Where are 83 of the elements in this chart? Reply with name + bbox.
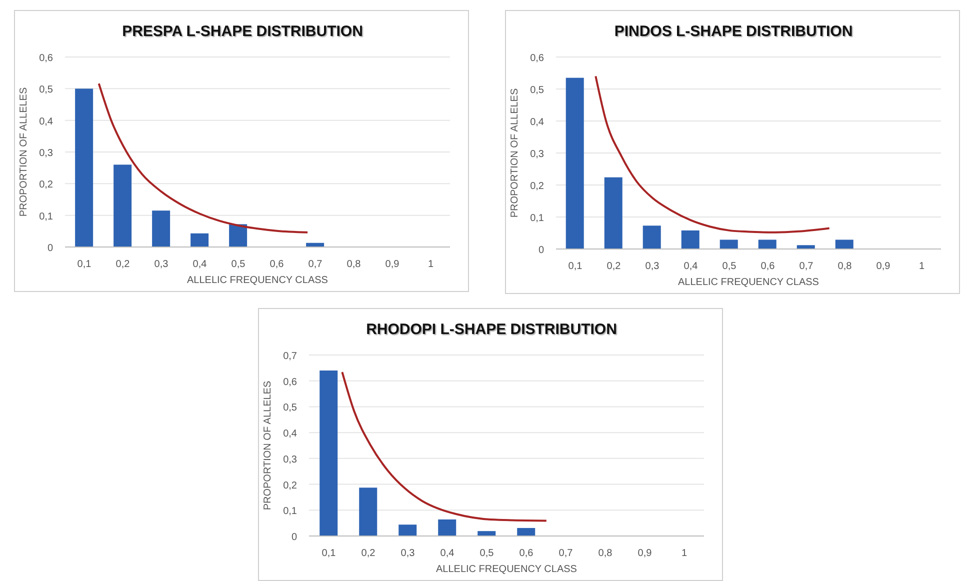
chart-title: PINDOS L-SHAPE DISTRIBUTION <box>613 23 854 40</box>
bar <box>517 528 536 536</box>
bar <box>75 88 94 247</box>
bar <box>642 226 661 249</box>
y-tick-label: 0,5 <box>283 402 298 414</box>
y-tick-label: 0,6 <box>39 53 54 64</box>
bar <box>114 164 132 247</box>
y-tick-label: 0,1 <box>530 213 544 224</box>
y-tick-label: 0,1 <box>39 211 54 222</box>
bar <box>152 210 170 247</box>
x-tick-label: 0,5 <box>231 259 246 270</box>
bar <box>720 240 738 249</box>
bar <box>229 224 248 247</box>
x-tick-label: 0,1 <box>568 261 583 272</box>
y-tick-label: 0,7 <box>283 351 298 362</box>
y-axis-title: PROPORTION OF ALLELES <box>510 88 521 218</box>
x-tick-label: 0,6 <box>760 261 776 272</box>
y-tick-label: 0,3 <box>530 149 544 160</box>
x-tick-label: 0,7 <box>558 548 574 559</box>
y-tick-label: 0,1 <box>283 506 298 518</box>
x-tick-label: 0,1 <box>77 259 92 270</box>
y-tick-label: 0,2 <box>283 480 298 492</box>
x-tick-label: 0,9 <box>876 261 891 272</box>
x-tick-label: 0,2 <box>361 548 376 559</box>
bar <box>566 78 584 249</box>
x-tick-label: 0,8 <box>598 548 613 559</box>
x-tick-label: 0,6 <box>270 259 284 270</box>
y-axis-title: PROPORTION OF ALLELES <box>18 87 30 217</box>
line-series <box>341 371 548 522</box>
bar <box>796 245 815 249</box>
y-tick-label: 0,3 <box>283 454 298 466</box>
x-tick-label: 0,5 <box>480 548 494 559</box>
y-tick-label: 0,2 <box>39 180 54 191</box>
x-tick-label: 0,7 <box>799 261 814 272</box>
bar <box>758 240 776 249</box>
y-tick-label: 0 <box>291 532 298 543</box>
line-series <box>594 75 830 234</box>
chart-title: PRESPA L-SHAPE DISTRIBUTION <box>121 23 364 40</box>
x-tick-label: 1 <box>918 261 925 272</box>
bar <box>438 519 456 536</box>
x-tick-label: 0,7 <box>308 259 323 270</box>
x-tick-label: 0,2 <box>116 259 130 270</box>
y-tick-label: 0,5 <box>530 85 544 96</box>
bar <box>320 370 338 536</box>
y-tick-label: 0 <box>538 245 544 256</box>
bar <box>835 240 854 249</box>
x-tick-label: 0,2 <box>606 261 622 272</box>
x-tick-label: 0,3 <box>154 259 169 270</box>
bar <box>359 488 378 536</box>
bar <box>604 177 622 249</box>
y-tick-label: 0,3 <box>39 148 54 159</box>
bar <box>681 230 700 249</box>
line-series <box>98 82 309 234</box>
x-tick-label: 0,8 <box>838 261 852 272</box>
bar <box>398 524 417 536</box>
x-axis-title: ALLELIC FREQUENCY CLASS <box>678 277 820 288</box>
x-tick-label: 0,8 <box>346 259 362 270</box>
x-tick-label: 0,6 <box>519 548 534 559</box>
x-tick-label: 0,5 <box>722 261 737 272</box>
chart-title: RHODOPI L-SHAPE DISTRIBUTION <box>365 321 618 338</box>
y-tick-label: 0,6 <box>283 376 298 388</box>
y-tick-label: 0,5 <box>39 84 54 96</box>
x-tick-label: 0,3 <box>400 548 416 559</box>
x-tick-label: 0,9 <box>638 548 652 559</box>
y-tick-label: 0 <box>47 243 54 254</box>
x-tick-label: 1 <box>428 259 434 270</box>
x-axis-title: ALLELIC FREQUENCY CLASS <box>436 564 578 575</box>
x-tick-label: 0,1 <box>322 548 336 559</box>
x-tick-label: 0,4 <box>192 259 208 270</box>
y-tick-label: 0,4 <box>530 117 544 128</box>
y-tick-label: 0,2 <box>530 181 544 192</box>
x-axis-title: ALLELIC FREQUENCY CLASS <box>187 275 328 286</box>
x-tick-label: 0,4 <box>440 548 455 559</box>
y-axis-title: PROPORTION OF ALLELES <box>262 380 274 510</box>
x-tick-label: 0,9 <box>385 259 400 270</box>
y-tick-label: 0,4 <box>283 428 298 440</box>
bar <box>190 233 209 247</box>
y-tick-label: 0,6 <box>530 53 544 64</box>
x-tick-label: 1 <box>681 548 688 559</box>
bar <box>478 531 496 536</box>
x-tick-label: 0,4 <box>684 261 698 272</box>
x-tick-label: 0,3 <box>645 261 660 272</box>
y-tick-label: 0,4 <box>39 116 54 128</box>
